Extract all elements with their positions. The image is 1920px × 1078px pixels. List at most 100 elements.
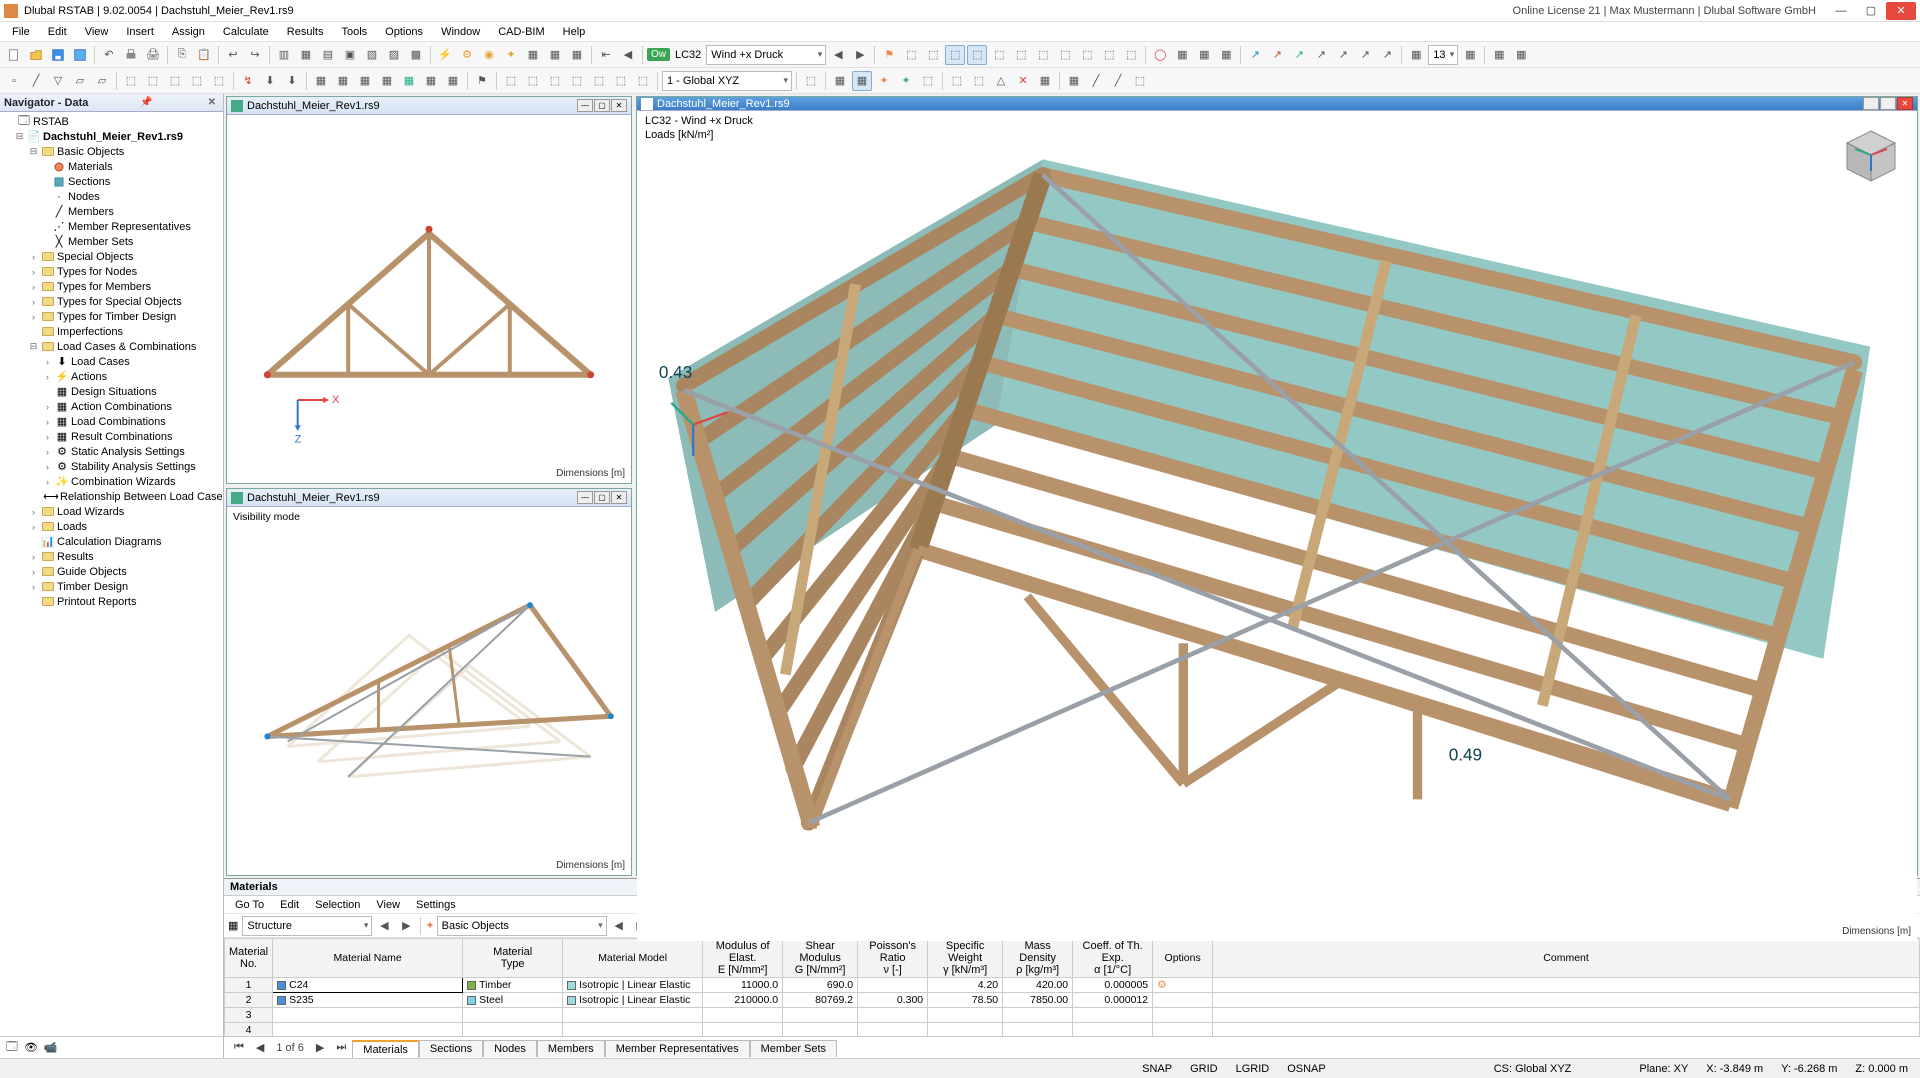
tree-memberrep[interactable]: ⋰Member Representatives: [0, 219, 223, 234]
t2-39-icon[interactable]: ✕: [1013, 71, 1033, 91]
materials-grid[interactable]: Material No. Material Name Material Type…: [224, 938, 1920, 1036]
t2-40-icon[interactable]: ▦: [1035, 71, 1055, 91]
t2-34-icon[interactable]: ✦: [896, 71, 916, 91]
nav-tab2-icon[interactable]: 👁: [24, 1041, 38, 1054]
e1-icon[interactable]: ▦: [1489, 45, 1509, 65]
layout6-icon[interactable]: ▨: [384, 45, 404, 65]
viewport-front[interactable]: Dachstuhl_Meier_Rev1.rs9 —▢✕: [226, 96, 632, 484]
lc-next-icon[interactable]: ▶: [850, 45, 870, 65]
layout2-icon[interactable]: ▦: [296, 45, 316, 65]
vp2-max-icon[interactable]: ▢: [594, 491, 610, 504]
ax2-icon[interactable]: ↗: [1267, 45, 1287, 65]
t2-7-icon[interactable]: ⬚: [143, 71, 163, 91]
saveas-icon[interactable]: [70, 45, 90, 65]
printpreview-icon[interactable]: 🖨: [143, 45, 163, 65]
v3-icon[interactable]: ⬚: [945, 45, 965, 65]
calc6-icon[interactable]: ▦: [545, 45, 565, 65]
tree-loads[interactable]: ›Loads: [0, 519, 223, 534]
tab-nodes[interactable]: Nodes: [483, 1040, 537, 1057]
tree-results[interactable]: ›Results: [0, 549, 223, 564]
mat-menu-view[interactable]: View: [369, 898, 407, 912]
nav-pin-icon[interactable]: 📌: [137, 97, 155, 108]
t2-28-icon[interactable]: ⬚: [633, 71, 653, 91]
v11-icon[interactable]: ⬚: [1121, 45, 1141, 65]
v7-icon[interactable]: ⬚: [1033, 45, 1053, 65]
loadcase-combo[interactable]: Wind +x Druck: [706, 45, 826, 65]
print-icon[interactable]: [121, 45, 141, 65]
t2-35-icon[interactable]: ⬚: [918, 71, 938, 91]
menu-assign[interactable]: Assign: [164, 24, 213, 40]
menu-results[interactable]: Results: [279, 24, 332, 40]
table-row[interactable]: 4: [225, 1023, 1920, 1037]
t2-19-icon[interactable]: ▦: [421, 71, 441, 91]
t2-30-icon[interactable]: ⬚: [801, 71, 821, 91]
t2-10-icon[interactable]: ⬚: [209, 71, 229, 91]
menu-calculate[interactable]: Calculate: [215, 24, 277, 40]
t2-38-icon[interactable]: △: [991, 71, 1011, 91]
viewcube-icon[interactable]: [1839, 125, 1903, 189]
nav-prev-icon[interactable]: ◀: [618, 45, 638, 65]
t2-26-icon[interactable]: ⬚: [589, 71, 609, 91]
t2-42-icon[interactable]: ╱: [1086, 71, 1106, 91]
e2-icon[interactable]: ▦: [1511, 45, 1531, 65]
calc5-icon[interactable]: ▦: [523, 45, 543, 65]
calc1-icon[interactable]: ⚡: [435, 45, 455, 65]
tree-members[interactable]: ╱Members: [0, 204, 223, 219]
calc3-icon[interactable]: ◉: [479, 45, 499, 65]
t2-31-icon[interactable]: ▦: [830, 71, 850, 91]
tree-lcc[interactable]: ⊟Load Cases & Combinations: [0, 339, 223, 354]
tree-static[interactable]: ›⚙Static Analysis Settings: [0, 444, 223, 459]
t2-37-icon[interactable]: ⬚: [969, 71, 989, 91]
vp1-max-icon[interactable]: ▢: [594, 99, 610, 112]
nav-tab1-icon[interactable]: 🗔: [6, 1038, 18, 1057]
layout7-icon[interactable]: ▩: [406, 45, 426, 65]
tree-basic[interactable]: ⊟Basic Objects: [0, 144, 223, 159]
tree-typesmembers[interactable]: ›Types for Members: [0, 279, 223, 294]
tree-root[interactable]: 🗔RSTAB: [0, 114, 223, 129]
ax5-icon[interactable]: ↗: [1333, 45, 1353, 65]
tree-timber[interactable]: ›Timber Design: [0, 579, 223, 594]
menu-tools[interactable]: Tools: [333, 24, 375, 40]
tree-membersets[interactable]: ╳Member Sets: [0, 234, 223, 249]
tree-designsit[interactable]: ▦Design Situations: [0, 384, 223, 399]
new-icon[interactable]: [4, 45, 24, 65]
status-snap[interactable]: SNAP: [1138, 1063, 1176, 1075]
r-combo[interactable]: 13: [1428, 45, 1458, 65]
ax3-icon[interactable]: ↗: [1289, 45, 1309, 65]
r1-icon[interactable]: ▦: [1406, 45, 1426, 65]
tree-loadwiz[interactable]: ›Load Wizards: [0, 504, 223, 519]
t2-3-icon[interactable]: ▽: [48, 71, 68, 91]
coordsys-combo[interactable]: 1 - Global XYZ: [662, 71, 792, 91]
tree-resultcomb[interactable]: ›▦Result Combinations: [0, 429, 223, 444]
layout1-icon[interactable]: ▥: [274, 45, 294, 65]
vp1-close-icon[interactable]: ✕: [611, 99, 627, 112]
tree-stability[interactable]: ›⚙Stability Analysis Settings: [0, 459, 223, 474]
ax1-icon[interactable]: ↗: [1245, 45, 1265, 65]
basicobj-combo[interactable]: Basic Objects: [437, 916, 607, 936]
r2-icon[interactable]: ▦: [1460, 45, 1480, 65]
t2-32-icon[interactable]: ▦: [852, 71, 872, 91]
table-row[interactable]: 3: [225, 1008, 1920, 1023]
navigator-tree[interactable]: 🗔RSTAB ⊟📄Dachstuhl_Meier_Rev1.rs9 ⊟Basic…: [0, 112, 223, 1036]
calc4-icon[interactable]: ✦: [501, 45, 521, 65]
t2-16-icon[interactable]: ▦: [355, 71, 375, 91]
minimize-button[interactable]: —: [1826, 2, 1856, 20]
t2-44-icon[interactable]: ⬚: [1130, 71, 1150, 91]
redo-icon[interactable]: ↪: [245, 45, 265, 65]
tree-loadcases[interactable]: ›⬇Load Cases: [0, 354, 223, 369]
menu-insert[interactable]: Insert: [118, 24, 162, 40]
tab-memberrep[interactable]: Member Representatives: [605, 1040, 750, 1057]
status-lgrid[interactable]: LGRID: [1232, 1063, 1274, 1075]
mt1a-icon[interactable]: ◀: [609, 916, 629, 936]
tree-rellc[interactable]: ⟷Relationship Between Load Cases: [0, 489, 223, 504]
t2-11-icon[interactable]: ↯: [238, 71, 258, 91]
open-icon[interactable]: [26, 45, 46, 65]
ax7-icon[interactable]: ↗: [1377, 45, 1397, 65]
menu-cadbim[interactable]: CAD-BIM: [490, 24, 552, 40]
tab-materials[interactable]: Materials: [352, 1040, 419, 1058]
tree-special[interactable]: ›Special Objects: [0, 249, 223, 264]
calc2-icon[interactable]: ⚙: [457, 45, 477, 65]
save-icon[interactable]: [48, 45, 68, 65]
v9-icon[interactable]: ⬚: [1077, 45, 1097, 65]
t2-33-icon[interactable]: ✦: [874, 71, 894, 91]
